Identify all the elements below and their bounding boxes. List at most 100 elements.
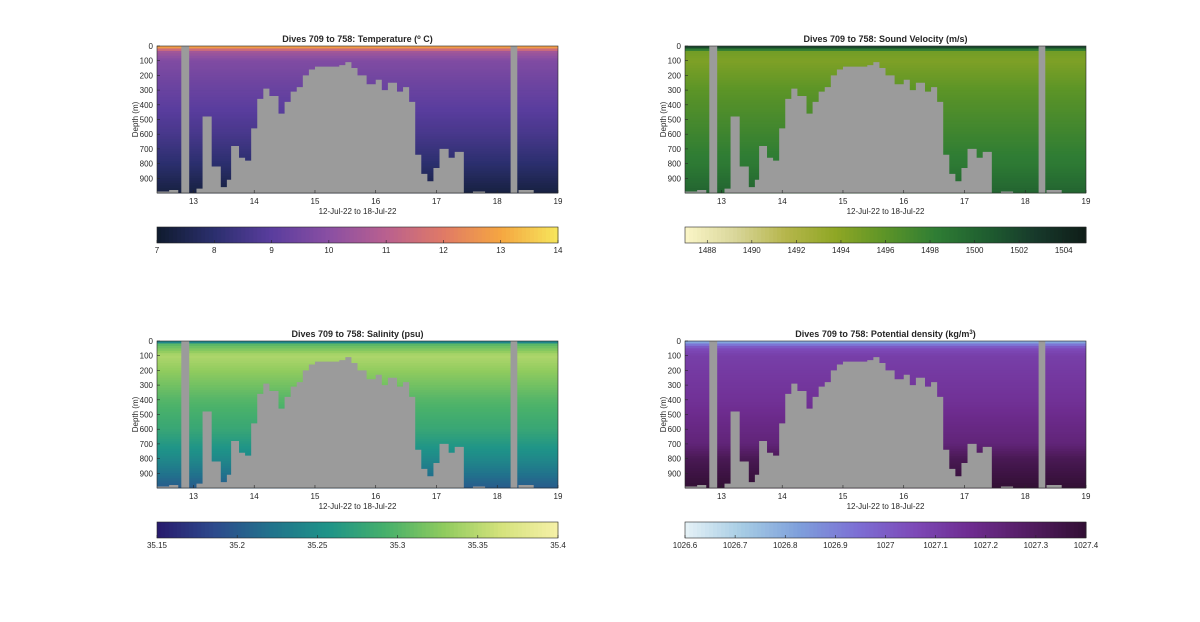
missing-data-region — [685, 357, 1086, 488]
colorbar-segment — [477, 522, 483, 538]
heatmap-band — [685, 360, 1086, 364]
colorbar-segment — [333, 522, 338, 538]
colorbar-segment — [385, 522, 391, 538]
heatmap-band — [157, 55, 558, 59]
colorbar-segment — [437, 227, 443, 243]
colorbar-segment — [957, 522, 963, 538]
colorbar-segment — [405, 227, 411, 243]
colorbar-segment — [469, 227, 475, 243]
colorbar-segment — [817, 227, 822, 243]
colorbar-segment — [1045, 522, 1051, 538]
colorbar-segment — [285, 522, 290, 538]
y-tick-label: 400 — [668, 396, 682, 405]
colorbar-segment — [185, 522, 190, 538]
colorbar-segment — [933, 227, 939, 243]
colorbar-segment — [361, 227, 367, 243]
colorbar-segment — [929, 522, 935, 538]
colorbar-segment — [801, 227, 806, 243]
colorbar-segment — [709, 227, 714, 243]
colorbar-segment — [813, 227, 818, 243]
colorbar-segment — [437, 522, 443, 538]
y-tick-label: 700 — [668, 440, 682, 449]
colorbar-segment — [885, 522, 891, 538]
colorbar-segment — [213, 227, 218, 243]
colorbar-segment — [745, 522, 750, 538]
colorbar-segment — [893, 522, 899, 538]
title-text-tail: C) — [421, 34, 433, 44]
x-tick-label: 16 — [371, 197, 380, 206]
colorbar-segment — [209, 522, 214, 538]
heatmap-band — [157, 353, 558, 357]
colorbar-segment — [553, 227, 559, 243]
colorbar-segment — [1077, 227, 1083, 243]
colorbar-segment — [925, 522, 931, 538]
colorbar-segment — [1005, 522, 1011, 538]
colorbar-segment — [997, 522, 1003, 538]
y-tick-label: 500 — [140, 116, 154, 125]
colorbar-segment — [365, 227, 371, 243]
colorbar-segment — [341, 227, 346, 243]
colorbar-segment — [841, 227, 846, 243]
salinity-panel: Dives 709 to 758: Salinity (psu) 13 14 15 16… — [131, 329, 566, 550]
colorbar-segment — [197, 227, 202, 243]
x-tick-label: 16 — [899, 197, 908, 206]
title-text: Dives 709 to 758: Temperature ( — [282, 34, 417, 44]
colorbar-segment — [201, 227, 206, 243]
colorbar-segment — [717, 522, 722, 538]
colorbar-tick-label: 12 — [439, 246, 448, 255]
colorbar-segment — [993, 227, 999, 243]
colorbar-segment — [893, 227, 899, 243]
colorbar-segment — [353, 227, 358, 243]
colorbar-segment — [853, 522, 858, 538]
colorbar-segment — [961, 522, 967, 538]
heatmap-band — [685, 353, 1086, 357]
x-tick-label: 19 — [1082, 197, 1091, 206]
colorbar-segment — [333, 227, 338, 243]
colorbar-segment — [837, 227, 842, 243]
colorbar-segment — [165, 522, 170, 538]
y-tick-label: 300 — [140, 381, 154, 390]
colorbar-segment — [921, 227, 927, 243]
colorbar-segment — [861, 522, 866, 538]
colorbar-segment — [257, 227, 262, 243]
x-tick-label: 13 — [717, 492, 726, 501]
heatmap-band — [685, 53, 1086, 57]
sound-velocity-panel: Dives 709 to 758: Sound Velocity (m/s) 13… — [659, 34, 1091, 255]
colorbar-tick-label: 35.3 — [390, 541, 406, 550]
colorbar-tick-label: 10 — [324, 246, 333, 255]
colorbar-segment — [453, 522, 459, 538]
colorbar-segment — [193, 227, 198, 243]
colorbar-segment — [953, 522, 959, 538]
colorbar-segment — [525, 522, 531, 538]
colorbar-frame — [156, 226, 559, 244]
colorbar-segment — [325, 227, 330, 243]
colorbar-segment — [509, 522, 515, 538]
colorbar-segment — [313, 227, 318, 243]
y-tick-label: 500 — [140, 411, 154, 420]
colorbar-segment — [833, 227, 838, 243]
colorbar-segment — [1045, 227, 1051, 243]
colorbar-segment — [749, 522, 754, 538]
colorbar-segment — [1057, 522, 1063, 538]
colorbar-segment — [513, 227, 519, 243]
colorbar-segment — [497, 227, 503, 243]
colorbar-segment — [193, 522, 198, 538]
colorbar-segment — [989, 227, 995, 243]
colorbar-segment — [429, 522, 435, 538]
colorbar-segment — [929, 227, 935, 243]
colorbar-segment — [909, 227, 915, 243]
colorbar-tick-label: 1492 — [787, 246, 805, 255]
colorbar-segment — [985, 227, 991, 243]
colorbar-segment — [393, 522, 399, 538]
colorbar-segment — [1069, 522, 1075, 538]
colorbar-segment — [269, 227, 274, 243]
colorbar-segment — [553, 522, 559, 538]
colorbar-segment — [401, 522, 407, 538]
colorbar-segment — [225, 227, 230, 243]
potential-density-colorbar: 1026.6 1026.7 1026.8 1026.9 1027 1027.1 1027.2… — [673, 521, 1099, 550]
colorbar-segment — [441, 522, 447, 538]
x-tick-label: 13 — [189, 197, 198, 206]
colorbar-segment — [725, 522, 730, 538]
heatmap-band — [157, 53, 558, 57]
